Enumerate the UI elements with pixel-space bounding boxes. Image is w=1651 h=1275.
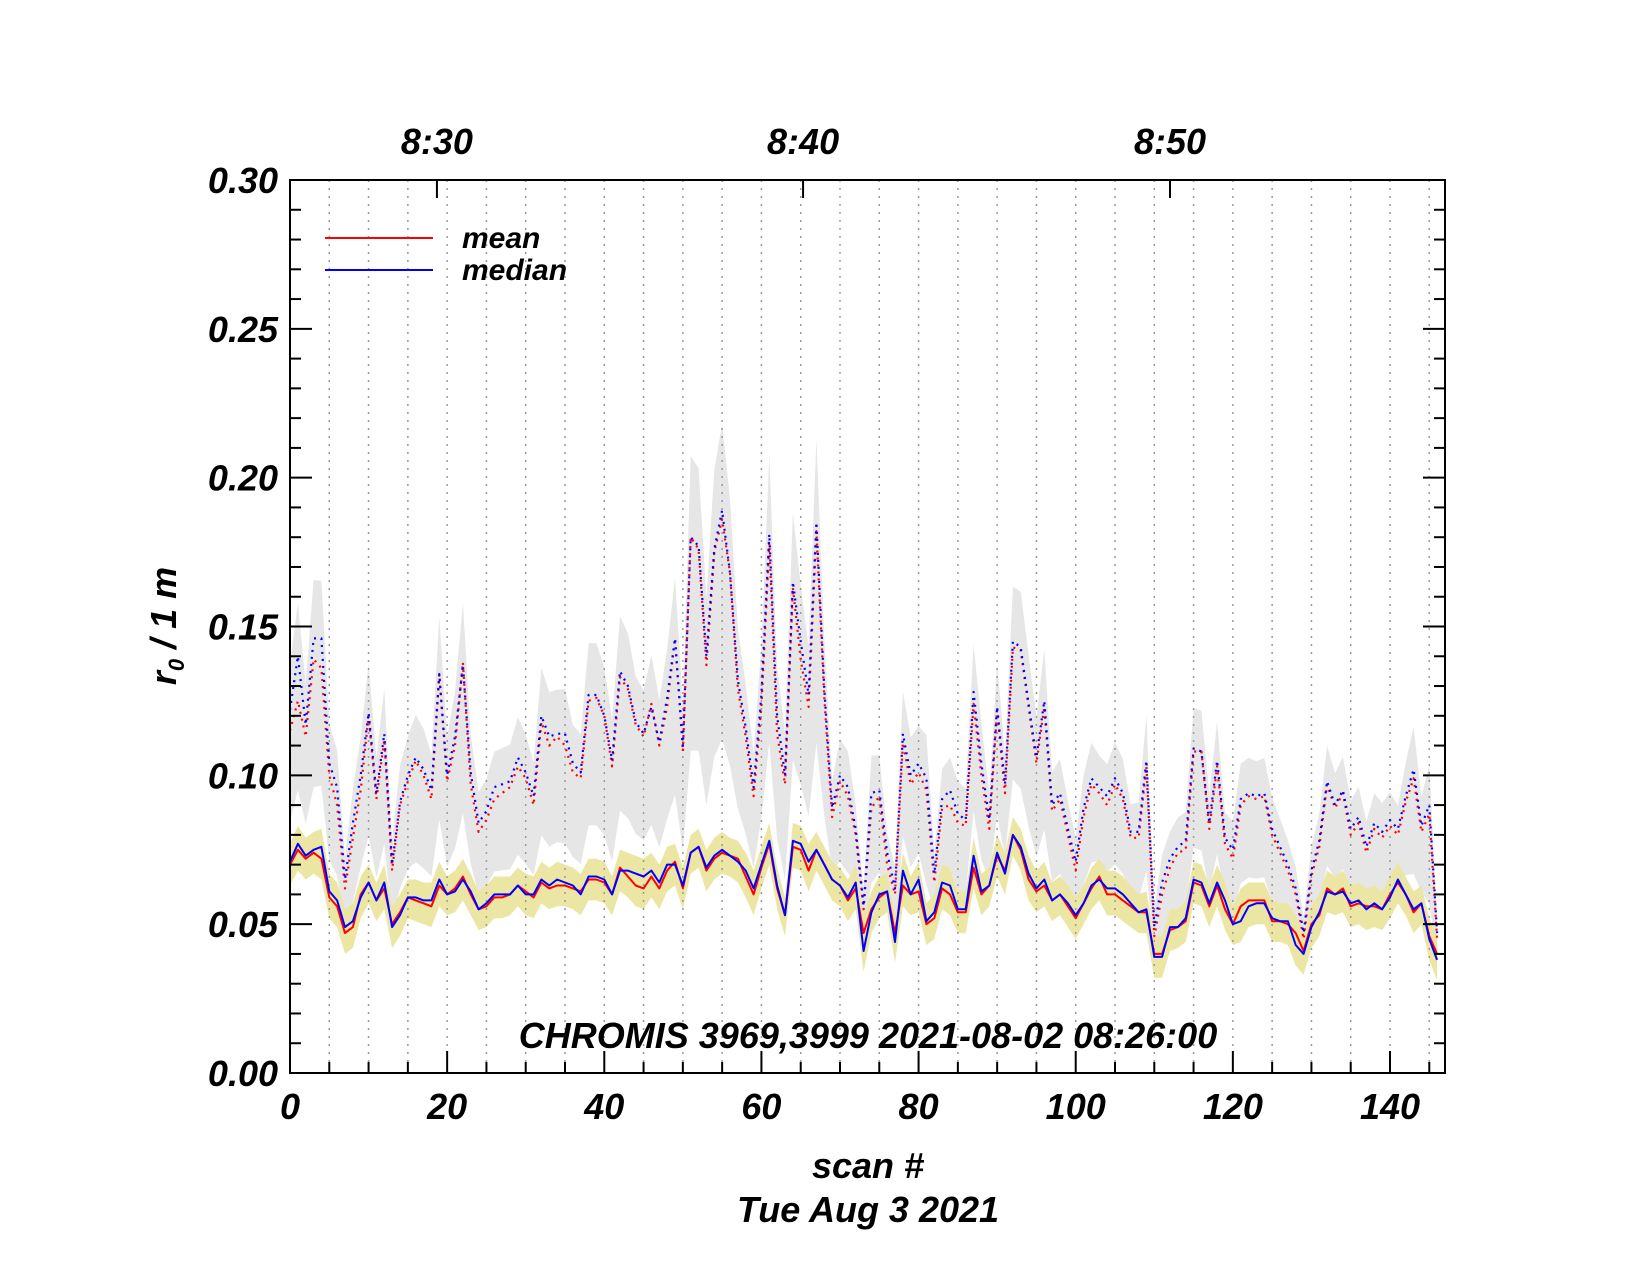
x-tick-label: 80: [899, 1086, 939, 1127]
x-axis-subtitle: Tue Aug 3 2021: [737, 1189, 999, 1230]
x-tick-label: 140: [1360, 1086, 1420, 1127]
vertical-grid: [328, 180, 1431, 1073]
band-high-spread: [290, 423, 1438, 954]
annotation: CHROMIS 3969,3999 2021-08-02 08:26:00: [519, 1015, 1217, 1056]
y-tick-label: 0.00: [208, 1053, 278, 1094]
axis-ticks: [289, 179, 1445, 1074]
y-axis-title-rest: / 1 m: [143, 567, 184, 659]
x-axis-title: scan #: [812, 1145, 924, 1186]
tick-labels: 0.00 0.05 0.10 0.15 0.20 0.25 0.30 0 20 40 60 80 100…: [208, 121, 1420, 1127]
x-tick-label: 0: [280, 1086, 300, 1127]
band-low-spread: [290, 817, 1438, 981]
series-median-high: [288, 509, 1439, 935]
top-axis-time-label: 8:30: [401, 121, 473, 162]
series-lines: [288, 509, 1439, 961]
y-tick-label: 0.20: [208, 458, 278, 499]
legend: mean median: [325, 222, 567, 287]
top-axis-time-label: 8:40: [767, 121, 839, 162]
y-axis-title: r0 / 1 m: [143, 567, 189, 685]
x-tick-label: 20: [426, 1086, 467, 1127]
legend-label-median: median: [462, 254, 567, 287]
top-axis-time-label: 8:50: [1134, 121, 1206, 162]
y-tick-label: 0.10: [208, 755, 278, 796]
y-axis-title-sub: 0: [164, 658, 189, 671]
shaded-bands: [290, 423, 1438, 981]
y-tick-label: 0.15: [208, 607, 279, 648]
x-tick-label: 40: [583, 1086, 624, 1127]
series-median: [289, 833, 1439, 961]
y-tick-label: 0.05: [208, 904, 279, 945]
series-mean-high: [288, 518, 1439, 941]
x-tick-label: 100: [1046, 1086, 1106, 1127]
x-tick-label: 120: [1203, 1086, 1263, 1127]
y-tick-label: 0.25: [208, 309, 279, 350]
y-tick-label: 0.30: [208, 160, 278, 201]
x-tick-label: 60: [741, 1086, 781, 1127]
y-axis-title-main: r: [143, 669, 184, 685]
legend-label-mean: mean: [462, 222, 540, 255]
